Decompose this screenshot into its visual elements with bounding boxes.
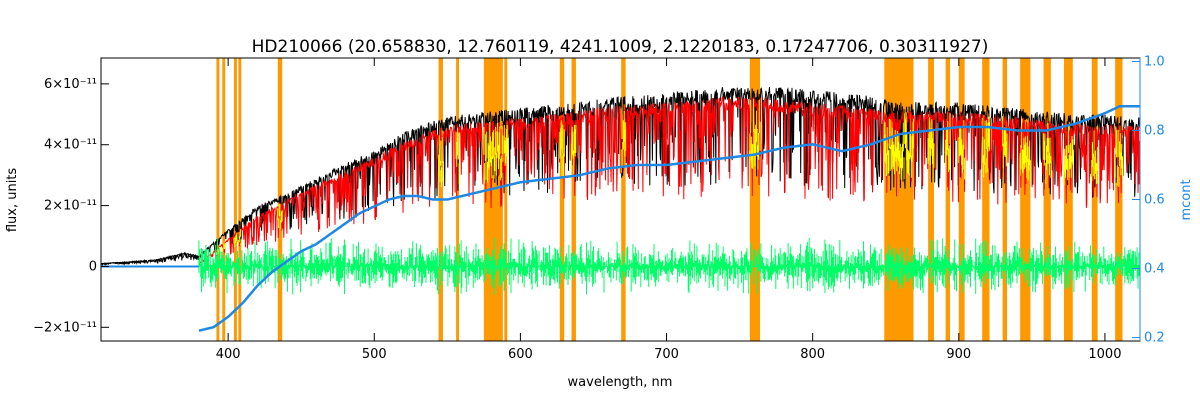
series-observed-flux-blue-end <box>100 251 200 266</box>
masked-region-22 <box>1091 58 1098 341</box>
y2-tick-label: 0.6 <box>1144 193 1165 208</box>
chart-title: HD210066 (20.658830, 12.760119, 4241.100… <box>252 37 989 57</box>
masked-region-19 <box>1020 58 1031 341</box>
series-layer <box>100 87 1141 332</box>
x-tick-label: 800 <box>800 347 825 362</box>
x-tick-label: 900 <box>946 347 971 362</box>
y2-tick-label: 1.0 <box>1144 54 1165 69</box>
tick-layer: 400 500 600 700 800 900 1000 −2×10⁻¹¹ 0 2×10⁻¹¹ 4×… <box>33 54 1165 362</box>
masked-region-15 <box>945 58 951 341</box>
masked-region-16 <box>958 58 965 341</box>
y-tick-label: 0 <box>89 259 97 274</box>
masked-region-20 <box>1043 58 1051 341</box>
masked-region-7 <box>483 58 503 341</box>
masked-region-10 <box>571 58 576 341</box>
masked-region-14 <box>928 58 934 341</box>
masked-region-17 <box>982 58 990 341</box>
series-masked-flux <box>215 98 1123 256</box>
masked-region-3 <box>238 58 242 341</box>
y2-axis-label: mcont <box>1179 179 1194 220</box>
y-axis-label: flux, units <box>5 168 20 233</box>
masked-region-11 <box>621 58 626 341</box>
x-tick-label: 700 <box>654 347 679 362</box>
series-residuals <box>198 237 1141 295</box>
masked-region-13 <box>884 58 914 341</box>
masked-region-12 <box>749 58 761 341</box>
series-observed-flux <box>100 87 1141 267</box>
x-tick-label: 500 <box>362 347 387 362</box>
y-tick-label: 2×10⁻¹¹ <box>44 199 97 214</box>
y2-tick-label: 0.4 <box>1144 262 1165 277</box>
y-tick-label: 4×10⁻¹¹ <box>44 138 97 153</box>
x-tick-label: 1000 <box>1088 347 1121 362</box>
y-tick-label: −2×10⁻¹¹ <box>33 320 97 335</box>
y2-tick-label: 0.2 <box>1144 331 1165 346</box>
masked-region-0 <box>216 58 220 341</box>
masked-region-6 <box>456 58 460 341</box>
x-tick-label: 600 <box>508 347 533 362</box>
series-mcont <box>198 105 1140 332</box>
series-model-flux <box>198 95 1140 266</box>
x-axis-label: wavelength, nm <box>568 375 673 390</box>
masked-region-2 <box>233 58 237 341</box>
masked-region-8 <box>504 58 508 341</box>
masked-region-1 <box>222 58 226 341</box>
y2-tick-label: 0.8 <box>1144 123 1165 138</box>
masked-region-21 <box>1064 58 1073 341</box>
masked-region-9 <box>559 58 565 341</box>
y-tick-label: 6×10⁻¹¹ <box>44 77 97 92</box>
masked-region-18 <box>1002 58 1008 341</box>
x-tick-label: 400 <box>216 347 241 362</box>
